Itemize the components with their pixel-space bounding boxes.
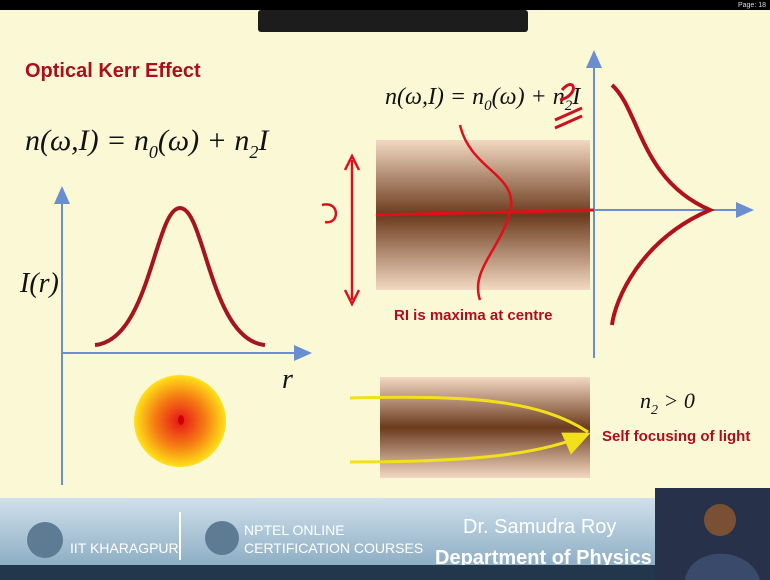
waveguide <box>380 377 590 478</box>
speaker: Dr. Samudra Roy <box>463 516 616 538</box>
eq-sub: 2 <box>249 142 258 162</box>
page: Page: 18 Optical Kerr Effect n(ω,I) = n0… <box>0 0 770 580</box>
eq-part: n(ω,I) = n <box>385 84 484 110</box>
toolbar[interactable] <box>258 10 528 32</box>
equation: n(ω,I) = n0(ω) + n2I <box>385 84 581 114</box>
cond-sub: 2 <box>651 403 658 418</box>
slide-title: Optical Kerr Effect <box>25 60 201 82</box>
nptel-line: CERTIFICATION COURSES <box>244 540 423 556</box>
beam-center <box>178 415 184 425</box>
nptel-line: NPTEL ONLINE <box>244 522 345 538</box>
page-label: Page: 18 <box>738 2 766 9</box>
taskbar[interactable] <box>0 565 770 580</box>
cond-part: n <box>640 388 651 413</box>
eq-part: n(ω,I) = n <box>25 124 149 157</box>
self-focus-note: Self focusing of light <box>602 428 750 445</box>
x-axis-label: r <box>282 364 293 395</box>
institute: IIT KHARAGPUR <box>70 540 179 556</box>
logo <box>205 521 239 555</box>
screen: Page: 18 Optical Kerr Effect n(ω,I) = n0… <box>0 0 770 580</box>
logo <box>27 522 63 558</box>
cond-part: > 0 <box>658 388 695 413</box>
eq-part: (ω) + n <box>158 124 249 157</box>
speaker-head <box>704 504 736 536</box>
ri-note: RI is maxima at centre <box>394 307 552 324</box>
equation: n(ω,I) = n0(ω) + n2I <box>25 124 270 162</box>
y-axis-label: I(r) <box>19 268 59 299</box>
eq-part: (ω) + n <box>492 84 565 110</box>
eq-sub: 0 <box>149 142 158 162</box>
